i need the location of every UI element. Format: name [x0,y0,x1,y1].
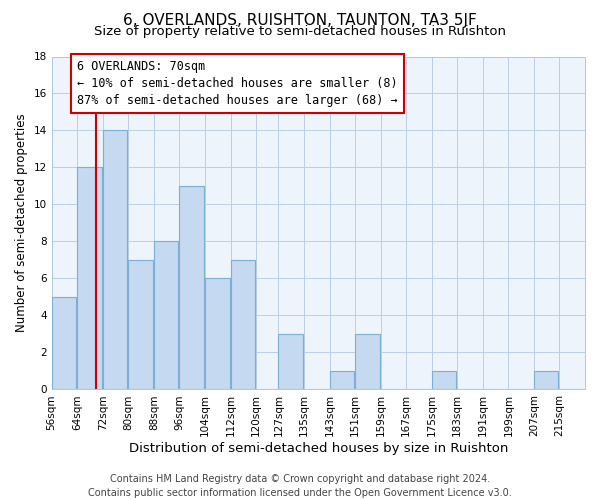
Text: Contains HM Land Registry data © Crown copyright and database right 2024.
Contai: Contains HM Land Registry data © Crown c… [88,474,512,498]
Bar [179,186,204,390]
Bar [432,371,456,390]
Bar [329,371,354,390]
Bar [52,297,76,390]
Bar [278,334,303,390]
Bar [103,130,127,390]
Bar [205,278,230,390]
Bar [128,260,153,390]
Bar [534,371,559,390]
X-axis label: Distribution of semi-detached houses by size in Ruishton: Distribution of semi-detached houses by … [128,442,508,455]
Text: Size of property relative to semi-detached houses in Ruishton: Size of property relative to semi-detach… [94,25,506,38]
Text: 6, OVERLANDS, RUISHTON, TAUNTON, TA3 5JF: 6, OVERLANDS, RUISHTON, TAUNTON, TA3 5JF [123,12,477,28]
Y-axis label: Number of semi-detached properties: Number of semi-detached properties [15,114,28,332]
Text: 6 OVERLANDS: 70sqm
← 10% of semi-detached houses are smaller (8)
87% of semi-det: 6 OVERLANDS: 70sqm ← 10% of semi-detache… [77,60,398,107]
Bar [154,242,178,390]
Bar [230,260,255,390]
Bar [77,168,102,390]
Bar [355,334,380,390]
